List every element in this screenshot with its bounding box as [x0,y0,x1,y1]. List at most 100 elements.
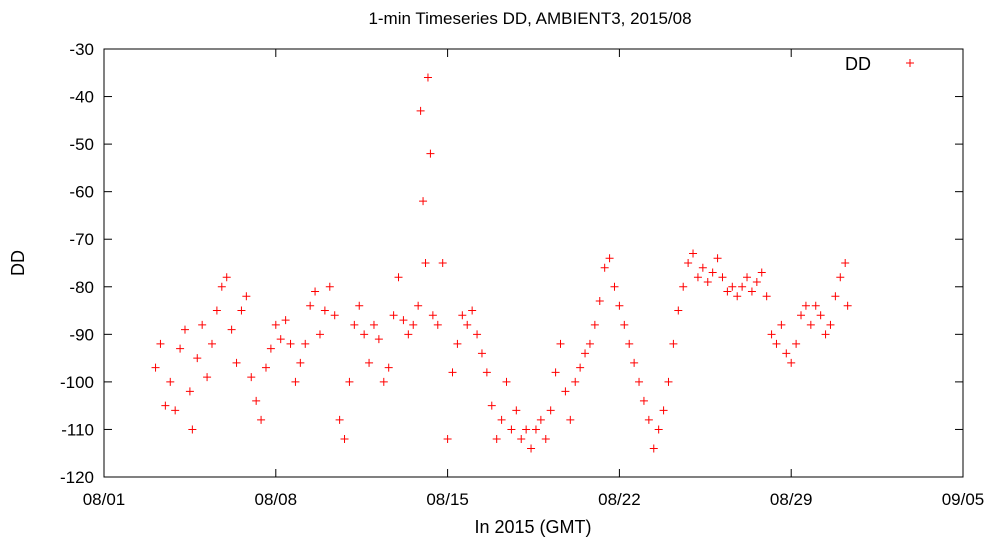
y-tick-label: -50 [69,135,94,154]
data-point [797,311,806,320]
data-point [458,311,467,320]
data-point [340,434,349,443]
data-point [306,301,315,310]
data-point [635,377,644,386]
data-point [242,292,251,301]
legend-marker [906,59,914,67]
data-point [156,339,165,348]
data-point [468,306,477,315]
data-point [360,330,369,339]
data-point [684,259,693,267]
data-point [394,273,403,282]
data-point [689,249,698,258]
data-point [237,306,246,315]
data-point [355,301,364,310]
data-point [792,339,801,348]
data-point [482,368,491,377]
y-tick-label: -80 [69,278,94,297]
x-tick-label: 08/08 [255,490,298,509]
data-point [546,406,555,415]
data-point [369,320,378,329]
data-point [325,282,334,291]
data-point [811,301,820,310]
data-point [747,287,756,296]
data-point [261,363,270,372]
data-point [615,301,624,310]
data-point [571,377,580,386]
data-point [281,316,290,325]
data-point [497,415,506,424]
data-point [843,301,852,310]
data-point [414,301,423,310]
data-point [620,320,629,329]
y-tick-label: -30 [69,40,94,59]
data-point [428,311,437,320]
data-point [350,320,359,329]
data-point [443,434,452,443]
data-point [826,320,835,329]
data-point [409,320,418,329]
data-point [291,377,300,386]
data-point [252,396,261,405]
data-point [767,330,776,339]
data-point [330,311,339,320]
data-points [151,73,852,453]
data-point [198,320,207,329]
data-point [733,292,742,301]
data-point [171,406,180,415]
data-point [217,282,226,291]
data-point [374,335,383,344]
data-point [151,363,160,372]
data-point [816,311,825,320]
data-point [421,259,430,267]
data-point [821,330,830,339]
data-point [541,434,550,443]
data-point [757,268,766,277]
data-point [664,377,673,386]
data-point [522,425,531,434]
chart-title: 1-min Timeseries DD, AMBIENT3, 2015/08 [368,9,691,28]
data-point [389,311,398,320]
data-point [551,368,560,377]
data-point [433,320,442,329]
x-tick-label: 09/05 [942,490,985,509]
data-point [399,316,408,325]
data-point [180,325,189,334]
data-point [257,415,266,424]
data-point [674,306,683,315]
data-point [320,306,329,315]
data-point [831,292,840,301]
data-point [605,254,614,263]
data-point [777,320,786,329]
y-tick-label: -110 [61,420,94,439]
data-point [600,263,609,272]
data-point [595,297,604,306]
data-point [438,259,447,267]
data-point [227,325,236,334]
data-point [556,339,565,348]
data-point [531,425,540,434]
y-tick-label: -70 [69,230,94,249]
data-point [649,444,658,453]
y-axis-label: DD [8,250,28,276]
data-point [644,415,653,424]
x-axis: 08/01 08/08 08/15 08/22 08/29 09/05 [83,49,985,509]
data-point [266,344,275,353]
data-point [654,425,663,434]
data-point [841,259,850,267]
data-point [806,320,815,329]
data-point [659,406,668,415]
data-point [176,344,185,353]
data-point [487,401,496,410]
data-point [222,273,231,282]
data-point [527,444,536,453]
data-point [365,358,374,367]
data-point [536,415,545,424]
data-point [161,401,170,410]
legend-label: DD [845,54,871,74]
y-axis: -120 -110 -100 -90 -80 -70 -60 -50 -40 -30 [60,40,963,487]
data-point [669,339,678,348]
y-tick-label: -90 [69,325,94,344]
data-point [713,254,722,263]
data-point [311,287,320,296]
